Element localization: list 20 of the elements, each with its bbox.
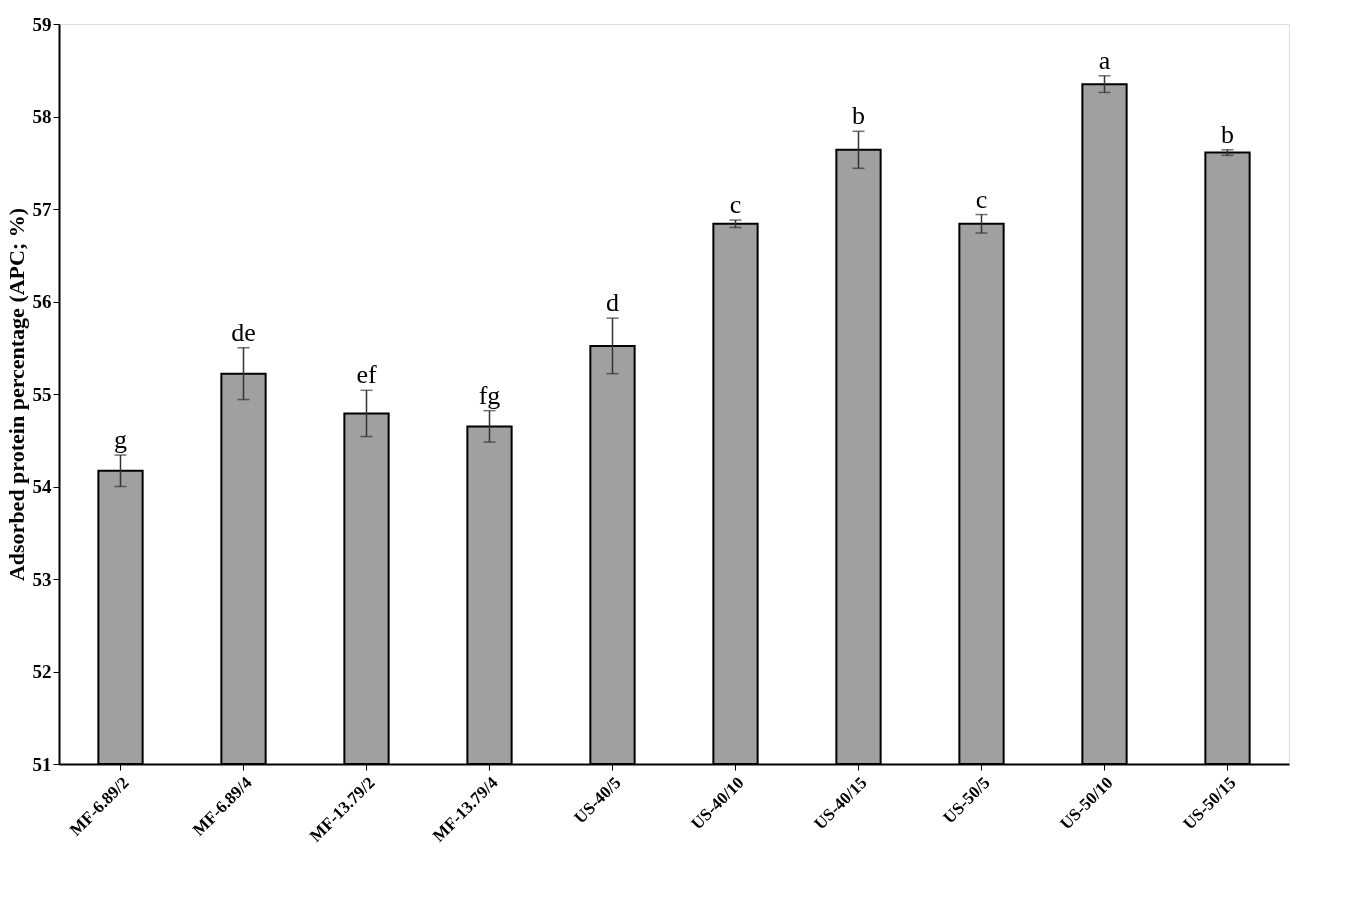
y-tick-label: 54	[32, 476, 52, 497]
annotation: ef	[356, 360, 377, 390]
annotation: d	[606, 288, 619, 318]
y-tick-label: 52	[32, 661, 52, 682]
y-tick-label: 56	[32, 291, 52, 312]
y-tick-label: 57	[32, 198, 52, 220]
y-axis-title: Adsorbed protein percentage (APC; %)	[3, 207, 29, 582]
annotation: b	[1221, 119, 1234, 149]
annotation: c	[975, 184, 988, 214]
y-tick-label: 53	[32, 568, 52, 590]
annotation: de	[231, 317, 256, 347]
y-tick-label: 58	[32, 106, 52, 127]
annotation: a	[1098, 45, 1111, 75]
y-tick-label: 51	[32, 753, 52, 775]
annotation: c	[729, 190, 742, 220]
y-tick-label: 59	[32, 13, 52, 35]
annotation: fg	[478, 380, 501, 410]
annotation: b	[852, 101, 865, 131]
y-tick-label: 55	[32, 383, 52, 405]
annotation: g	[114, 425, 127, 455]
